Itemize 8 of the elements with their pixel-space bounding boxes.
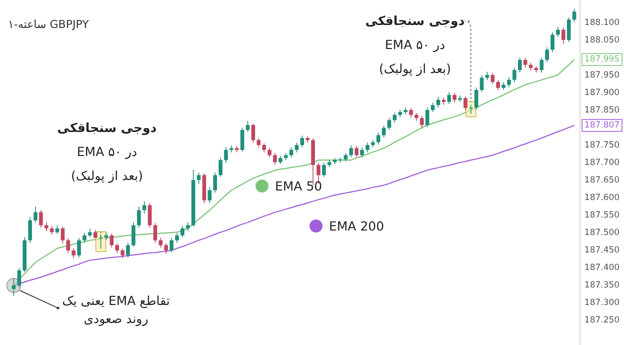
data-label: 187.995 bbox=[584, 54, 620, 65]
annotation: تقاطع EMA یعنی یک روند صعودی bbox=[62, 293, 170, 326]
data-label: 187.807 bbox=[584, 120, 620, 130]
title: ساعته-۱ GBPJPY bbox=[8, 18, 89, 31]
annotation: دوجی سنجاقکی در EMA ۵۰ (بعد از پولبک) bbox=[365, 13, 465, 76]
legend-label: EMA 200 bbox=[329, 218, 384, 234]
legend-label: EMA 50 bbox=[275, 178, 322, 194]
annotation: دوجی سنجاقکی در EMA ۵۰ (بعد از پولبک) bbox=[57, 120, 157, 183]
